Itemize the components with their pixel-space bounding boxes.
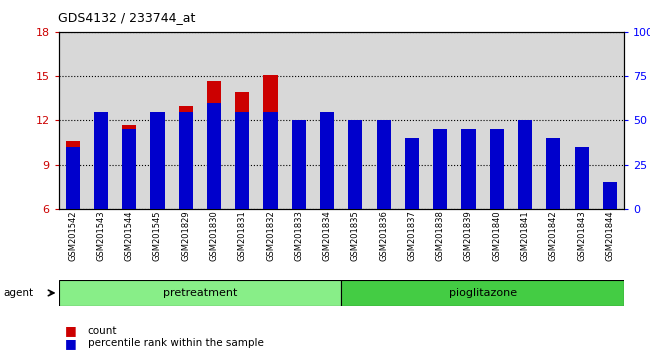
Bar — [150, 112, 164, 209]
Text: GDS4132 / 233744_at: GDS4132 / 233744_at — [58, 11, 196, 24]
Bar — [405, 187, 419, 209]
Bar — [179, 112, 193, 209]
Bar — [489, 129, 504, 209]
Bar — [462, 138, 476, 209]
Bar — [320, 116, 334, 209]
Bar — [518, 138, 532, 209]
Bar — [462, 129, 476, 209]
Text: ■: ■ — [65, 325, 77, 337]
Bar — [58, 280, 341, 306]
Text: pretreatment: pretreatment — [162, 288, 237, 298]
Bar — [179, 105, 193, 209]
Bar — [546, 172, 560, 209]
Bar — [122, 125, 136, 209]
Bar — [66, 141, 80, 209]
Bar — [263, 112, 278, 209]
Bar — [575, 147, 589, 209]
Bar — [376, 120, 391, 209]
Bar — [292, 123, 306, 209]
Bar — [320, 112, 334, 209]
Bar — [603, 182, 617, 209]
Bar — [94, 114, 108, 209]
Bar — [376, 141, 391, 209]
Bar — [348, 120, 363, 209]
Bar — [489, 172, 504, 209]
Bar — [122, 129, 136, 209]
Bar — [575, 179, 589, 209]
Bar — [94, 112, 108, 209]
Bar — [433, 147, 447, 209]
Bar — [546, 138, 560, 209]
Bar — [235, 112, 250, 209]
Bar — [66, 147, 80, 209]
Text: pioglitazone: pioglitazone — [448, 288, 517, 298]
Bar — [292, 120, 306, 209]
Text: percentile rank within the sample: percentile rank within the sample — [88, 338, 264, 348]
Text: agent: agent — [3, 288, 33, 298]
Bar — [518, 120, 532, 209]
Bar — [603, 203, 617, 209]
Bar — [348, 166, 363, 209]
Text: ■: ■ — [65, 337, 77, 350]
Bar — [341, 280, 624, 306]
Bar — [207, 81, 221, 209]
Bar — [150, 118, 164, 209]
Bar — [235, 92, 250, 209]
Bar — [263, 75, 278, 209]
Bar — [433, 129, 447, 209]
Bar — [207, 103, 221, 209]
Text: count: count — [88, 326, 117, 336]
Bar — [405, 138, 419, 209]
